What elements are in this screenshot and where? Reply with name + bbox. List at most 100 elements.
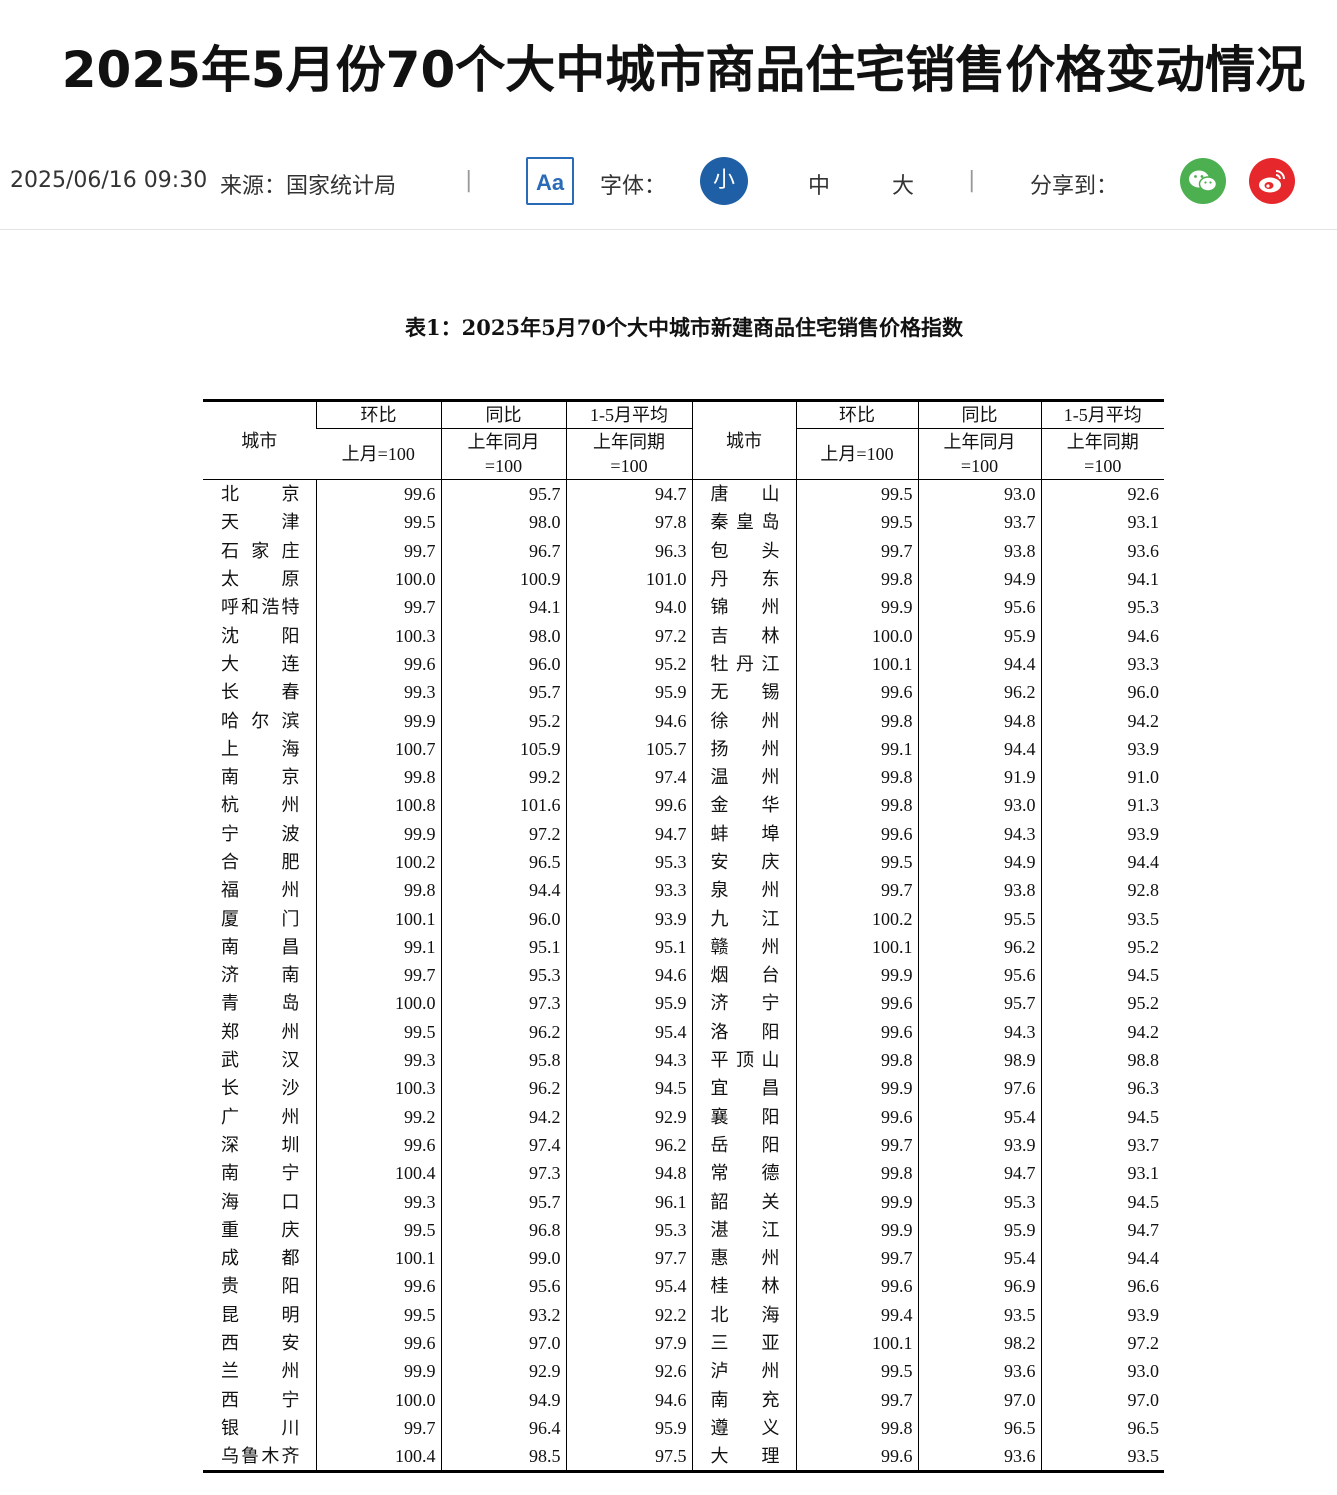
yoy-index-cell: 95.7	[917, 989, 1041, 1018]
city-name-cell: 安庆	[691, 847, 796, 877]
yoy-index-cell: 95.8	[440, 1045, 566, 1075]
city-name-cell: 厦门	[221, 908, 300, 929]
table-row: 贵阳 99.6 95.6 95.4 桂林 99.6 96.9 96.6	[203, 1272, 1164, 1301]
mom-index-cell: 99.2	[315, 1102, 441, 1131]
avg-index-cell: 94.2	[1040, 706, 1164, 735]
avg-index-cell: 96.1	[565, 1187, 692, 1216]
city-name-cell: 呼和浩特	[221, 597, 300, 618]
city-name-cell: 南昌	[221, 936, 300, 957]
mom-index-cell: 99.8	[795, 1413, 918, 1443]
table-row: 南宁 100.4 97.3 94.8 常德 99.8 94.7 93.1	[203, 1159, 1164, 1188]
mom-index-cell: 99.3	[315, 1045, 441, 1075]
city-name-cell: 赣州	[691, 932, 796, 962]
yoy-index-cell: 96.2	[917, 932, 1041, 962]
avg-index-cell: 99.6	[565, 791, 692, 820]
yoy-index-cell: 101.6	[440, 791, 566, 820]
mom-index-cell: 99.8	[795, 564, 918, 594]
yoy-index-cell: 97.4	[440, 1130, 566, 1160]
header-mom: 环比	[315, 399, 441, 429]
mom-index-cell: 99.6	[315, 1272, 441, 1301]
avg-index-cell: 94.7	[565, 819, 692, 848]
avg-index-cell: 95.1	[565, 932, 692, 962]
mom-index-cell: 99.6	[795, 1442, 918, 1474]
font-size-small-button[interactable]: 小	[700, 157, 748, 205]
city-name-cell: 海口	[221, 1191, 300, 1212]
yoy-index-cell: 96.5	[917, 1413, 1041, 1443]
avg-index-cell: 105.7	[565, 734, 692, 763]
city-name-cell: 上海	[221, 738, 300, 759]
mom-index-cell: 99.7	[795, 876, 918, 905]
city-name-cell: 天津	[221, 512, 300, 533]
mom-index-cell: 99.6	[795, 989, 918, 1018]
table-row: 沈阳 100.3 98.0 97.2 吉林 100.0 95.9 94.6	[203, 621, 1164, 650]
city-name-cell: 成都	[221, 1248, 300, 1269]
avg-index-cell: 92.2	[565, 1300, 692, 1329]
avg-index-cell: 93.9	[565, 904, 692, 933]
mom-index-cell: 99.7	[315, 536, 441, 565]
avg-index-cell: 93.3	[1040, 649, 1164, 679]
yoy-index-cell: 98.2	[917, 1328, 1041, 1358]
wechat-icon[interactable]	[1180, 158, 1226, 204]
yoy-index-cell: 95.7	[440, 1187, 566, 1216]
table-row: 南京 99.8 99.2 97.4 温州 99.8 91.9 91.0	[203, 762, 1164, 792]
avg-index-cell: 93.9	[1040, 819, 1164, 848]
table-row: 哈尔滨 99.9 95.2 94.6 徐州 99.8 94.8 94.2	[203, 706, 1164, 735]
city-name-cell: 银川	[221, 1417, 300, 1438]
table-row: 呼和浩特 99.7 94.1 94.0 锦州 99.9 95.6 95.3	[203, 593, 1164, 622]
header-mom-base: 上月=100	[795, 428, 918, 480]
header-avg-base-line2: =100	[1084, 456, 1122, 476]
yoy-index-cell: 95.9	[917, 621, 1041, 650]
header-avg-base-line2: =100	[610, 456, 648, 476]
yoy-index-cell: 95.5	[917, 904, 1041, 933]
header-yoy: 同比	[917, 399, 1041, 429]
mom-index-cell: 100.2	[795, 904, 918, 933]
yoy-index-cell: 95.7	[440, 678, 566, 707]
mom-index-cell: 99.1	[795, 734, 918, 763]
yoy-index-cell: 96.9	[917, 1272, 1041, 1301]
mom-index-cell: 99.3	[315, 678, 441, 707]
city-name-cell: 宜昌	[691, 1074, 796, 1103]
table-row: 大连 99.6 96.0 95.2 牡丹江 100.1 94.4 93.3	[203, 649, 1164, 679]
yoy-index-cell: 95.6	[440, 1272, 566, 1301]
mom-index-cell: 100.1	[795, 649, 918, 679]
font-size-medium-button[interactable]: 中	[808, 174, 831, 199]
city-name-cell: 广州	[221, 1106, 300, 1127]
header-yoy-base-line2: =100	[484, 456, 523, 476]
yoy-index-cell: 105.9	[440, 734, 566, 763]
avg-index-cell: 94.4	[1040, 847, 1164, 877]
yoy-index-cell: 93.8	[917, 536, 1041, 565]
header-yoy-base-line1: 上年同月	[467, 432, 540, 452]
mom-index-cell: 100.4	[315, 1159, 441, 1188]
city-name-cell: 三亚	[691, 1328, 796, 1358]
city-name-cell: 合肥	[221, 852, 300, 872]
city-name-cell: 牡丹江	[691, 649, 796, 679]
city-name-cell: 济宁	[691, 989, 796, 1018]
city-name-cell: 北海	[691, 1300, 796, 1329]
city-name-cell: 沈阳	[221, 625, 300, 646]
yoy-index-cell: 95.7	[440, 479, 566, 509]
mom-index-cell: 99.6	[795, 819, 918, 848]
avg-index-cell: 94.2	[1040, 1017, 1164, 1046]
yoy-index-cell: 94.4	[440, 876, 566, 905]
avg-index-cell: 96.2	[565, 1130, 692, 1160]
mom-index-cell: 100.2	[315, 847, 441, 877]
yoy-index-cell: 96.0	[440, 649, 566, 679]
header-avg-base-line1: 上年同期	[593, 432, 665, 452]
city-name-cell: 洛阳	[691, 1017, 796, 1046]
header-avg: 1-5月平均	[1040, 399, 1164, 429]
avg-index-cell: 101.0	[565, 564, 692, 594]
table-row: 成都 100.1 99.0 97.7 惠州 99.7 95.4 94.4	[203, 1244, 1164, 1273]
city-name-cell: 温州	[691, 762, 796, 792]
table-row: 合肥 100.2 96.5 95.3 安庆 99.5 94.9 94.4	[203, 847, 1164, 877]
city-name-cell: 深圳	[221, 1134, 300, 1155]
yoy-index-cell: 93.0	[917, 791, 1041, 820]
avg-index-cell: 95.9	[565, 1413, 692, 1443]
weibo-icon[interactable]	[1249, 158, 1295, 204]
mom-index-cell: 99.7	[315, 961, 441, 990]
city-name-cell: 丹东	[691, 564, 796, 594]
mom-index-cell: 99.7	[315, 593, 441, 622]
mom-index-cell: 99.8	[795, 1045, 918, 1075]
table-row: 长沙 100.3 96.2 94.5 宜昌 99.9 97.6 96.3	[203, 1074, 1164, 1103]
font-size-large-button[interactable]: 大	[892, 174, 915, 199]
mom-index-cell: 100.4	[315, 1442, 441, 1474]
